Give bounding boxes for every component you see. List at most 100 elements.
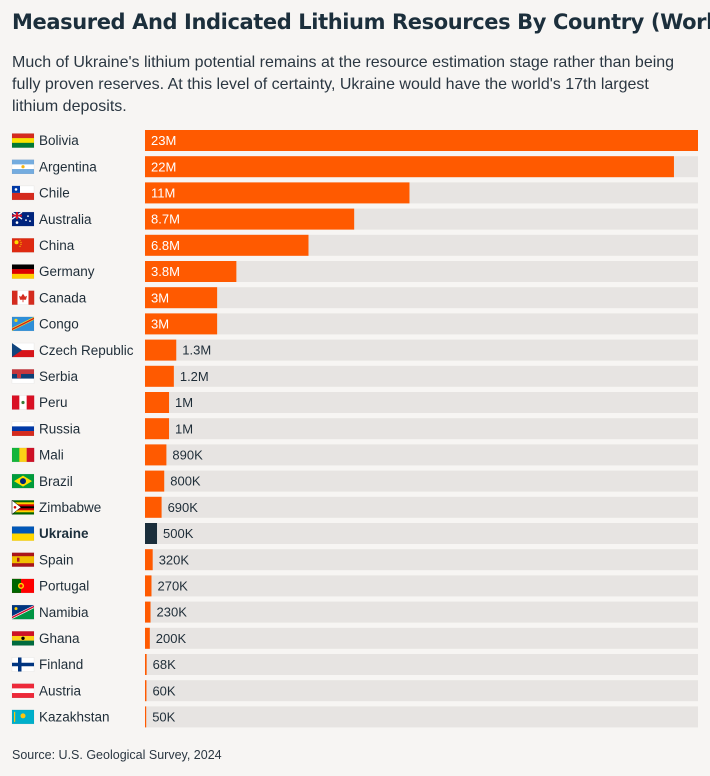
bar-track bbox=[145, 601, 698, 623]
ukraine-flag-icon bbox=[11, 526, 35, 541]
category-label: Germany bbox=[39, 264, 95, 279]
bar-row: Canada 3M bbox=[11, 287, 698, 309]
bar-track bbox=[145, 392, 698, 413]
bar bbox=[145, 706, 147, 728]
bar-row: Serbia 1.2M bbox=[11, 365, 698, 387]
bar-track bbox=[145, 418, 698, 440]
bar-track bbox=[145, 627, 698, 649]
germany-flag-icon bbox=[11, 264, 35, 279]
austria-flag-icon bbox=[11, 683, 35, 698]
bar bbox=[145, 392, 170, 413]
value-label: 8.7M bbox=[151, 212, 180, 227]
bar bbox=[145, 234, 309, 256]
category-label: China bbox=[39, 238, 75, 253]
namibia-flag-icon bbox=[11, 604, 35, 620]
bar-row: Kazakhstan 50K bbox=[11, 706, 698, 728]
bar bbox=[145, 470, 165, 492]
bar-track bbox=[145, 444, 698, 466]
bar-row: Bolivia 23M bbox=[11, 130, 698, 151]
chart-title: Measured And Indicated Lithium Resources… bbox=[12, 10, 710, 34]
bar-row: Brazil 800K bbox=[11, 470, 698, 492]
congo-flag-icon bbox=[11, 316, 35, 332]
bar-row: Peru 1M bbox=[11, 392, 698, 413]
value-label: 200K bbox=[156, 631, 187, 646]
zimbabwe-flag-icon bbox=[11, 499, 35, 515]
bar-track bbox=[145, 706, 698, 728]
value-label: 1M bbox=[175, 421, 193, 436]
bar-track bbox=[145, 654, 698, 675]
value-label: 890K bbox=[172, 448, 203, 463]
bar-row: Germany 3.8M bbox=[11, 261, 698, 282]
category-label: Czech Republic bbox=[39, 343, 134, 358]
bar-row: Chile 11M bbox=[11, 182, 698, 204]
value-label: 800K bbox=[170, 474, 201, 489]
bar bbox=[145, 261, 237, 282]
bar-row: Portugal 270K bbox=[11, 575, 698, 597]
bar-track bbox=[145, 549, 698, 571]
peru-flag-icon bbox=[11, 395, 35, 410]
bar bbox=[145, 496, 162, 518]
bar bbox=[145, 444, 167, 466]
bolivia-flag-icon bbox=[11, 133, 35, 148]
bar-row: Finland 68K bbox=[11, 654, 698, 675]
serbia-flag-icon bbox=[11, 369, 35, 384]
ghana-flag-icon bbox=[11, 631, 35, 646]
bar bbox=[145, 287, 218, 309]
category-label: Russia bbox=[39, 421, 81, 436]
category-label: Ukraine bbox=[39, 526, 89, 541]
category-label: Namibia bbox=[39, 605, 89, 620]
bar-track bbox=[145, 365, 698, 387]
value-label: 230K bbox=[157, 605, 188, 620]
bar bbox=[145, 523, 158, 544]
bar bbox=[145, 418, 170, 440]
bar bbox=[145, 680, 147, 702]
bar bbox=[145, 627, 150, 649]
bar-row: Czech Republic 1.3M bbox=[11, 339, 698, 361]
bar-row: Namibia 230K bbox=[11, 601, 698, 623]
brazil-flag-icon bbox=[11, 473, 35, 489]
category-label: Bolivia bbox=[39, 133, 79, 148]
bar-row: Austria 60K bbox=[11, 680, 698, 702]
category-label: Australia bbox=[39, 212, 92, 227]
value-label: 23M bbox=[151, 133, 176, 148]
category-label: Mali bbox=[39, 448, 64, 463]
bar bbox=[145, 182, 410, 204]
category-label: Canada bbox=[39, 290, 87, 305]
bar-track bbox=[145, 313, 698, 335]
value-label: 690K bbox=[168, 500, 199, 515]
bar-track bbox=[145, 261, 698, 282]
value-label: 60K bbox=[152, 683, 175, 698]
bar-row: Congo 3M bbox=[11, 313, 698, 335]
value-label: 1.2M bbox=[180, 369, 209, 384]
bar bbox=[145, 313, 218, 335]
chart-subtitle: Much of Ukraine's lithium potential rema… bbox=[12, 54, 675, 115]
category-label: Ghana bbox=[39, 631, 80, 646]
bar-track bbox=[145, 470, 698, 492]
bar bbox=[145, 575, 152, 597]
category-label: Austria bbox=[39, 683, 82, 698]
value-label: 22M bbox=[151, 159, 176, 174]
kazakhstan-flag-icon bbox=[11, 709, 35, 725]
bar-row: Ukraine 500K bbox=[11, 523, 698, 544]
category-label: Peru bbox=[39, 395, 68, 410]
bar-track bbox=[145, 680, 698, 702]
bar bbox=[145, 339, 177, 361]
value-label: 1M bbox=[175, 395, 193, 410]
bar bbox=[145, 208, 355, 230]
category-label: Argentina bbox=[39, 159, 97, 174]
bar-track bbox=[145, 339, 698, 361]
category-label: Finland bbox=[39, 657, 83, 672]
bar-track bbox=[145, 287, 698, 309]
czech-republic-flag-icon bbox=[11, 342, 35, 358]
value-label: 68K bbox=[153, 657, 176, 672]
value-label: 3.8M bbox=[151, 264, 180, 279]
australia-flag-icon bbox=[11, 211, 35, 227]
portugal-flag-icon bbox=[11, 578, 35, 594]
category-label: Spain bbox=[39, 552, 74, 567]
value-label: 6.8M bbox=[151, 238, 180, 253]
bar-track bbox=[145, 496, 698, 518]
bar-row: Australia 8.7M bbox=[11, 208, 698, 230]
bar-row: Mali 890K bbox=[11, 444, 698, 466]
value-label: 50K bbox=[152, 710, 175, 725]
bar bbox=[145, 549, 153, 571]
